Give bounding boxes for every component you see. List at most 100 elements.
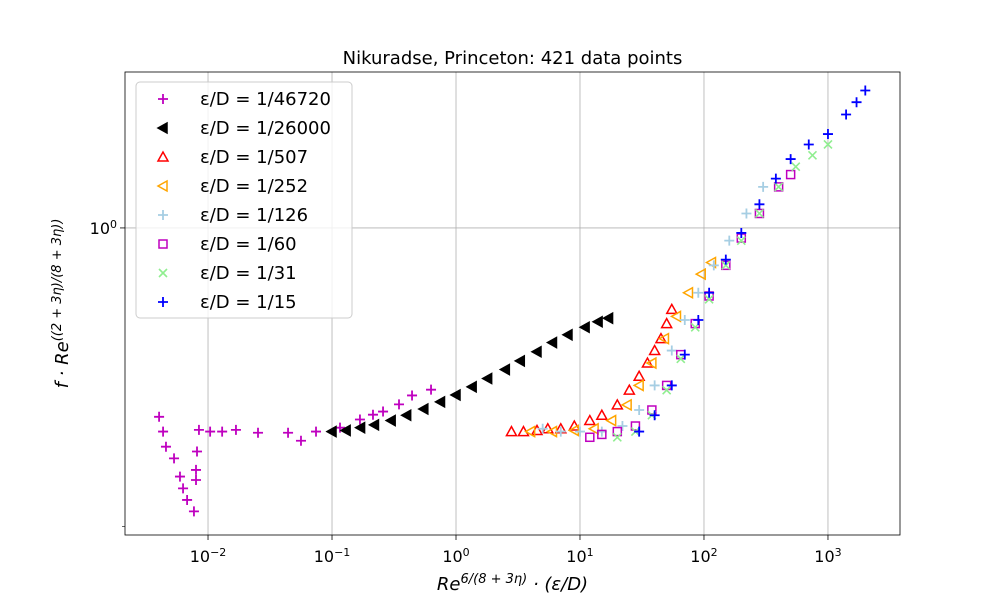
point	[205, 426, 216, 437]
point	[620, 398, 632, 412]
legend-marker	[156, 121, 168, 135]
point	[741, 208, 752, 219]
point	[407, 390, 418, 401]
point	[708, 260, 719, 271]
point	[191, 474, 202, 485]
point	[662, 385, 672, 395]
point	[785, 154, 796, 165]
point	[851, 97, 862, 108]
chart-title: Nikuradse, Princeton: 421 data points	[343, 48, 683, 69]
point	[587, 422, 599, 436]
point	[649, 410, 660, 421]
legend-frame	[135, 81, 353, 319]
x-tick-label: 102	[690, 546, 717, 567]
legend-marker	[156, 179, 168, 193]
point	[679, 314, 690, 325]
point	[770, 173, 781, 184]
point	[169, 453, 180, 464]
point	[583, 414, 597, 426]
legend-label: ε/D = 1/26000	[200, 118, 331, 139]
point	[630, 421, 641, 431]
point	[632, 379, 644, 392]
point	[605, 414, 617, 427]
point	[754, 199, 765, 210]
point	[736, 236, 746, 246]
legend-marker	[158, 94, 168, 104]
point	[617, 421, 628, 432]
point	[649, 380, 660, 391]
point	[736, 227, 747, 238]
point	[378, 406, 389, 417]
legend-marker	[158, 239, 168, 249]
series	[154, 384, 437, 517]
point	[325, 425, 337, 438]
point	[174, 471, 185, 482]
x-tick-label: 10−1	[314, 546, 351, 567]
point	[433, 395, 446, 409]
point	[623, 383, 636, 395]
legend-label: ε/D = 1/126	[200, 205, 308, 226]
point	[295, 435, 306, 446]
y-axis-label: f · Re((2 + 3η)/(8 + 3η))	[50, 219, 74, 389]
point	[530, 345, 542, 359]
point	[693, 287, 704, 298]
point	[657, 332, 670, 345]
x-tick-label: 101	[566, 546, 593, 567]
legend-label: ε/D = 1/60	[200, 234, 297, 255]
series	[537, 181, 769, 437]
point	[803, 139, 814, 150]
point	[612, 426, 623, 437]
x-axis-label: Re6/(8 + 3η) · (ε/D)	[437, 572, 588, 596]
point	[823, 139, 833, 150]
point	[694, 267, 706, 281]
point	[367, 409, 378, 420]
point	[537, 423, 548, 434]
point	[394, 399, 405, 410]
point	[465, 380, 477, 394]
point	[367, 418, 380, 432]
point	[217, 426, 228, 437]
point	[681, 286, 694, 300]
point	[513, 354, 526, 368]
point	[665, 302, 679, 315]
point	[641, 356, 654, 368]
point	[417, 402, 429, 416]
point	[679, 349, 690, 360]
point	[498, 363, 511, 376]
point	[178, 483, 189, 494]
y-tick-label: 100	[90, 217, 117, 238]
point	[354, 414, 365, 425]
point	[645, 356, 657, 370]
point	[574, 426, 585, 437]
x-tick-label: 103	[814, 546, 841, 567]
legend-label: ε/D = 1/15	[200, 292, 297, 313]
point	[154, 411, 165, 422]
point	[754, 208, 765, 219]
legend-label: ε/D = 1/46720	[200, 89, 331, 110]
point	[595, 408, 609, 420]
x-tick-label: 10−2	[190, 546, 227, 567]
plot-frame	[124, 71, 901, 536]
point	[721, 260, 731, 270]
point	[567, 424, 580, 437]
point	[384, 414, 396, 427]
point	[339, 424, 351, 437]
point	[283, 427, 294, 438]
legend-marker	[156, 150, 170, 162]
point	[774, 182, 784, 192]
point	[666, 380, 677, 391]
point	[426, 384, 437, 395]
legend-label: ε/D = 1/507	[200, 147, 308, 168]
point	[505, 425, 518, 437]
point	[666, 345, 677, 356]
point	[160, 441, 171, 452]
point	[647, 405, 657, 415]
x-tick-label: 100	[442, 546, 469, 567]
point	[182, 494, 193, 505]
point	[632, 369, 646, 381]
point	[354, 421, 366, 434]
point	[481, 372, 493, 385]
point	[860, 85, 871, 96]
point	[449, 388, 461, 402]
